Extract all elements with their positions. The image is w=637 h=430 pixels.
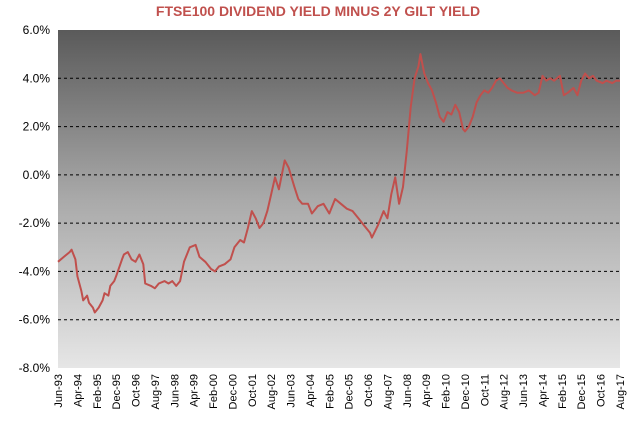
x-tick-label: Dec-05 [344,374,356,409]
gridlines [58,77,620,321]
plot-area [58,30,620,368]
x-tick-label: Jun-08 [402,374,414,408]
x-tick-label: Jun-98 [169,374,181,408]
x-tick-label: Jun-13 [518,374,530,408]
x-tick-label: Aug-97 [150,374,162,409]
y-tick-label: 4.0% [23,71,51,85]
x-tick-label: Apr-09 [421,374,433,407]
y-tick-label: -2.0% [19,216,51,230]
x-tick-label: Apr-99 [189,374,201,407]
series-group [57,53,620,314]
y-tick-label: -4.0% [19,264,51,278]
x-tick-label: Oct-11 [479,374,491,406]
x-tick-label: Feb-10 [441,374,453,409]
x-tick-label: Dec-10 [460,374,472,409]
x-tick-label: Oct-96 [131,374,143,407]
x-tick-label: Aug-12 [499,374,511,409]
x-tick-label: Dec-95 [111,374,123,409]
x-tick-label: Aug-17 [615,374,627,409]
x-tick-label: Jun-03 [286,374,298,408]
series-line [57,53,620,314]
x-tick-label: Aug-07 [382,374,394,409]
x-tick-label: Feb-95 [92,374,104,409]
x-tick-label: Dec-00 [227,374,239,409]
y-tick-label: 6.0% [23,23,51,37]
x-tick-label: Feb-00 [208,374,220,409]
x-tick-label: Apr-14 [537,374,549,407]
x-tick-label: Feb-15 [557,374,569,409]
x-tick-label: Oct-01 [247,374,259,407]
x-tick-label: Jun-93 [53,374,65,408]
y-tick-label: 2.0% [23,120,51,134]
y-axis: 6.0% 4.0% 2.0% 0.0% -2.0% -4.0% -6.0% -8.0% [19,23,51,375]
x-tick-label: Apr-94 [72,374,84,407]
x-tick-label: Oct-16 [596,374,608,407]
x-tick-label: Aug-02 [266,374,278,409]
y-tick-label: -6.0% [19,313,51,327]
x-tick-label: Apr-04 [305,374,317,407]
x-tick-label: Dec-15 [576,374,588,409]
x-axis: Jun-93 Apr-94 Feb-95 Dec-95 Oct-96 Aug-97 Jun-… [53,374,627,409]
y-tick-label: 0.0% [23,168,51,182]
x-tick-label: Oct-06 [363,374,375,407]
x-tick-label: Feb-05 [324,374,336,409]
y-tick-label: -8.0% [19,361,51,375]
chart-title: FTSE100 DIVIDEND YIELD MINUS 2Y GILT YIE… [156,3,480,19]
